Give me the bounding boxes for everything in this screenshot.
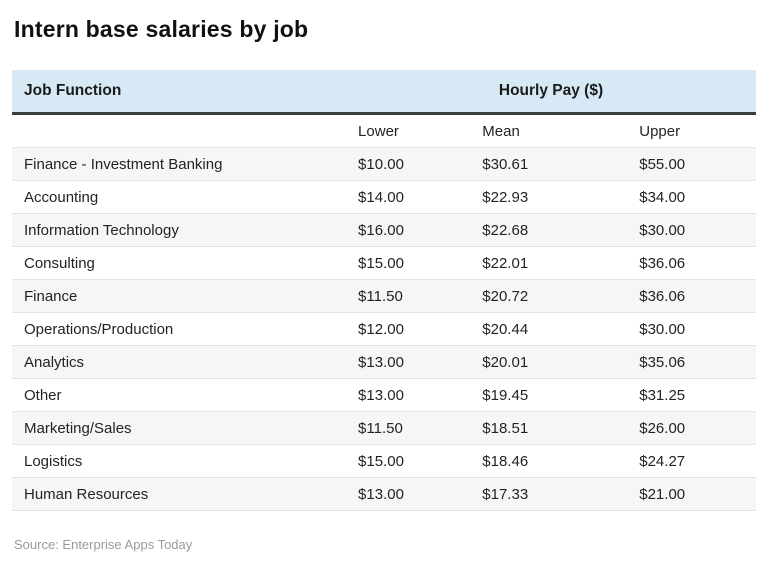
job-function-cell: Human Resources xyxy=(24,485,149,503)
table-row: Analytics $13.00 $20.01 $35.06 xyxy=(12,346,756,379)
job-function-cell: Accounting xyxy=(24,188,99,206)
lower-pay-cell: $13.00 xyxy=(358,386,404,404)
upper-column-header: Upper xyxy=(639,122,681,140)
table-row: Accounting $14.00 $22.93 $34.00 xyxy=(12,181,756,214)
mean-pay-cell: $18.51 xyxy=(482,419,529,437)
job-function-cell: Logistics xyxy=(24,452,83,470)
table-row: Logistics $15.00 $18.46 $24.27 xyxy=(12,445,756,478)
job-function-column-header: Job Function xyxy=(24,82,122,99)
upper-pay-cell: $34.00 xyxy=(639,188,686,206)
table-row: Information Technology $16.00 $22.68 $30.00 xyxy=(12,214,756,247)
table-row: Finance - Investment Banking $10.00 $30.61… xyxy=(12,148,756,181)
table-body: Finance - Investment Banking $10.00 $30.61… xyxy=(12,148,756,511)
salary-table-graphic: Intern base salaries by job Job Function… xyxy=(12,16,756,552)
lower-pay-cell: $12.00 xyxy=(358,320,404,338)
table-row: Other $13.00 $19.45 $31.25 xyxy=(12,379,756,412)
mean-pay-cell: $22.01 xyxy=(482,254,529,272)
mean-pay-cell: $17.33 xyxy=(482,485,529,503)
mean-pay-cell: $30.61 xyxy=(482,155,529,173)
source-note: Source: Enterprise Apps Today xyxy=(14,537,193,552)
mean-column-header: Mean xyxy=(482,122,520,140)
table-row: Human Resources $13.00 $17.33 $21.00 xyxy=(12,478,756,511)
page-title: Intern base salaries by job xyxy=(14,16,309,42)
upper-pay-cell: $36.06 xyxy=(639,287,686,305)
lower-pay-cell: $13.00 xyxy=(358,485,404,503)
lower-pay-cell: $15.00 xyxy=(358,452,404,470)
lower-pay-cell: $14.00 xyxy=(358,188,404,206)
salary-table: Job Function Hourly Pay ($) Lower Mean U… xyxy=(12,70,756,511)
lower-pay-cell: $16.00 xyxy=(358,221,404,239)
table-row: Consulting $15.00 $22.01 $36.06 xyxy=(12,247,756,280)
job-function-cell: Finance xyxy=(24,287,78,305)
mean-pay-cell: $20.01 xyxy=(482,353,529,371)
upper-pay-cell: $30.00 xyxy=(639,320,686,338)
table-row: Marketing/Sales $11.50 $18.51 $26.00 xyxy=(12,412,756,445)
job-function-cell: Finance - Investment Banking xyxy=(24,155,223,173)
job-function-cell: Other xyxy=(24,386,62,404)
job-function-cell: Information Technology xyxy=(24,221,179,239)
table-row: Operations/Production $12.00 $20.44 $30.00 xyxy=(12,313,756,346)
lower-column-header: Lower xyxy=(358,122,399,140)
upper-pay-cell: $55.00 xyxy=(639,155,686,173)
mean-pay-cell: $20.44 xyxy=(482,320,529,338)
upper-pay-cell: $26.00 xyxy=(639,419,686,437)
hourly-pay-group-header: Hourly Pay ($) xyxy=(498,82,604,99)
job-function-cell: Analytics xyxy=(24,353,85,371)
upper-pay-cell: $21.00 xyxy=(639,485,686,503)
subheader-row: Lower Mean Upper xyxy=(12,115,756,148)
lower-pay-cell: $11.50 xyxy=(358,419,403,437)
lower-pay-cell: $10.00 xyxy=(358,155,404,173)
mean-pay-cell: $22.68 xyxy=(482,221,529,239)
table-row: Finance $11.50 $20.72 $36.06 xyxy=(12,280,756,313)
lower-pay-cell: $13.00 xyxy=(358,353,404,371)
upper-pay-cell: $35.06 xyxy=(639,353,686,371)
job-function-cell: Operations/Production xyxy=(24,320,174,338)
upper-pay-cell: $30.00 xyxy=(639,221,686,239)
table-header-row: Job Function Hourly Pay ($) xyxy=(12,70,756,115)
upper-pay-cell: $36.06 xyxy=(639,254,686,272)
upper-pay-cell: $24.27 xyxy=(639,452,686,470)
upper-pay-cell: $31.25 xyxy=(639,386,686,404)
lower-pay-cell: $11.50 xyxy=(358,287,403,305)
mean-pay-cell: $22.93 xyxy=(482,188,529,206)
mean-pay-cell: $20.72 xyxy=(482,287,529,305)
job-function-cell: Consulting xyxy=(24,254,95,272)
lower-pay-cell: $15.00 xyxy=(358,254,404,272)
mean-pay-cell: $18.46 xyxy=(482,452,529,470)
job-function-cell: Marketing/Sales xyxy=(24,419,132,437)
mean-pay-cell: $19.45 xyxy=(482,386,529,404)
